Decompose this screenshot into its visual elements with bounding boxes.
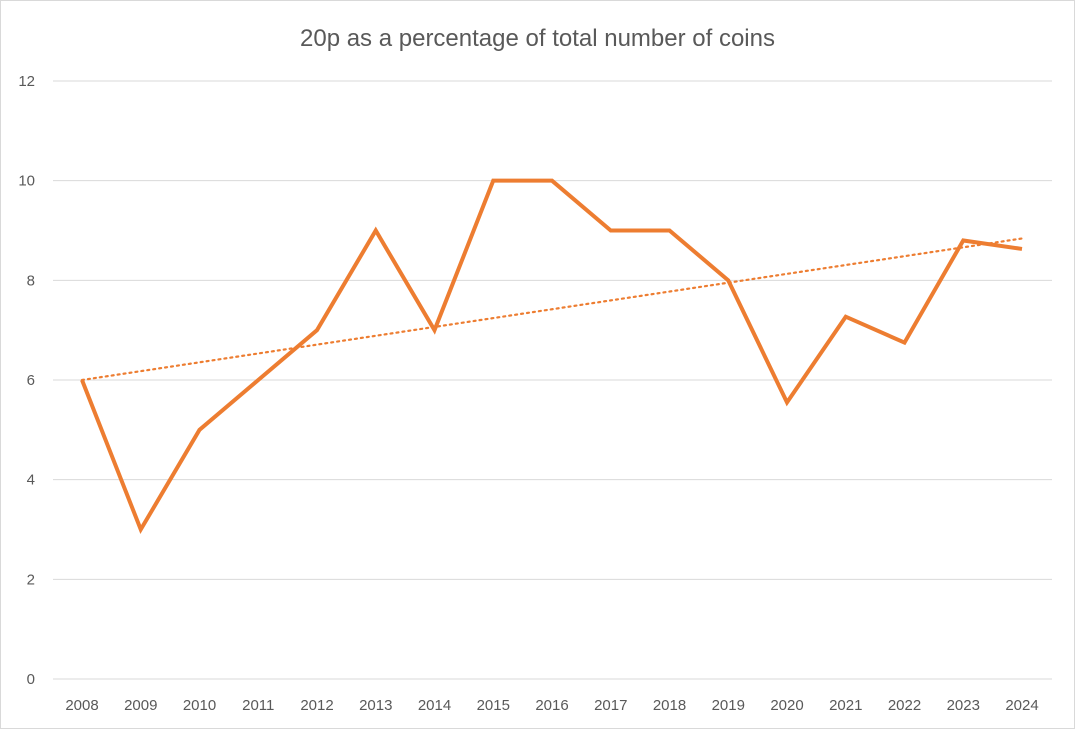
x-tick-label-2010: 2010 (183, 697, 216, 714)
x-tick-label-2024: 2024 (1005, 697, 1038, 714)
x-tick-label-2016: 2016 (535, 697, 568, 714)
y-axis-tick-labels: 0 2 4 6 8 10 12 (18, 73, 35, 688)
x-tick-label-2018: 2018 (653, 697, 686, 714)
y-tick-label-4: 4 (27, 472, 35, 489)
y-tick-label-10: 10 (18, 173, 35, 190)
y-tick-label-6: 6 (27, 372, 35, 389)
x-tick-label-2021: 2021 (829, 697, 862, 714)
x-tick-label-2022: 2022 (888, 697, 921, 714)
x-tick-label-2019: 2019 (712, 697, 745, 714)
trendline (80, 237, 1024, 382)
chart-title: 20p as a percentage of total number of c… (300, 25, 775, 52)
series-line-0 (80, 178, 1023, 535)
x-tick-label-2020: 2020 (770, 697, 803, 714)
x-tick-label-2009: 2009 (124, 697, 157, 714)
y-tick-label-2: 2 (27, 571, 35, 588)
x-tick-label-2008: 2008 (65, 697, 98, 714)
x-tick-label-2015: 2015 (477, 697, 510, 714)
x-tick-label-2012: 2012 (300, 697, 333, 714)
x-tick-label-2014: 2014 (418, 697, 451, 714)
y-tick-label-0: 0 (27, 671, 35, 688)
x-tick-label-2023: 2023 (947, 697, 980, 714)
trendline-group (80, 237, 1024, 382)
y-tick-label-8: 8 (27, 272, 35, 289)
gridlines (53, 80, 1052, 680)
series-group (80, 178, 1023, 535)
x-tick-label-2011: 2011 (242, 697, 274, 714)
x-tick-label-2017: 2017 (594, 697, 627, 714)
x-axis-tick-labels: 2008 2009 2010 2011 2012 2013 2014 2015 2016 2017… (65, 697, 1038, 714)
x-tick-label-2013: 2013 (359, 697, 392, 714)
y-tick-label-12: 12 (18, 73, 35, 90)
